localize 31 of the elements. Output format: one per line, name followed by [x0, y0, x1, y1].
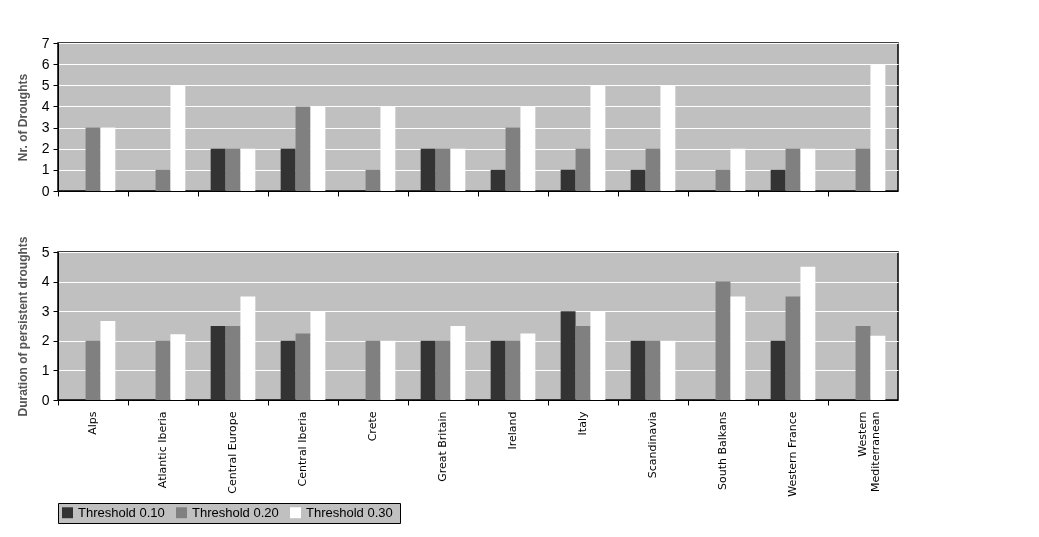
y-tick-label: 1	[41, 361, 50, 378]
y-tick-label: 7	[41, 34, 50, 51]
y-tick-label: 0	[41, 182, 50, 199]
x-tick-label: Great Britain	[436, 411, 449, 482]
x-tick-label: Central Iberia	[296, 411, 309, 487]
y-tick-label: 2	[41, 140, 50, 157]
y-tick-label: 3	[41, 302, 50, 319]
x-tick-label: Atlantic Iberia	[156, 411, 169, 489]
x-tick-label: Alps	[86, 411, 99, 435]
y-axis-title: Duration of persistent droughts	[15, 236, 30, 417]
x-tick-label: South Balkans	[716, 411, 729, 490]
y-tick-label: 5	[41, 76, 50, 93]
y-tick-label: 4	[41, 273, 50, 290]
y-tick-label: 4	[41, 97, 50, 114]
legend-label: Threshold 0.20	[192, 504, 279, 520]
x-tick-label: Italy	[576, 411, 589, 436]
x-tick-label: Central Europe	[226, 411, 239, 494]
legend-label: Threshold 0.10	[78, 504, 165, 520]
x-tick-label: Western Mediterranean	[856, 411, 882, 492]
y-tick-label: 6	[41, 55, 50, 72]
x-tick-label: Scandinavia	[646, 411, 659, 479]
y-tick-label: 0	[41, 391, 50, 408]
x-tick-label: Ireland	[506, 411, 519, 450]
x-tick-label: Western France	[786, 411, 799, 497]
y-tick-label: 5	[41, 243, 50, 260]
y-tick-label: 2	[41, 332, 50, 349]
y-axis-title: Nr. of Droughts	[15, 73, 30, 162]
x-tick-label: Crete	[366, 411, 379, 442]
y-tick-label: 3	[41, 119, 50, 136]
legend-label: Threshold 0.30	[306, 504, 393, 520]
y-tick-label: 1	[41, 161, 50, 178]
